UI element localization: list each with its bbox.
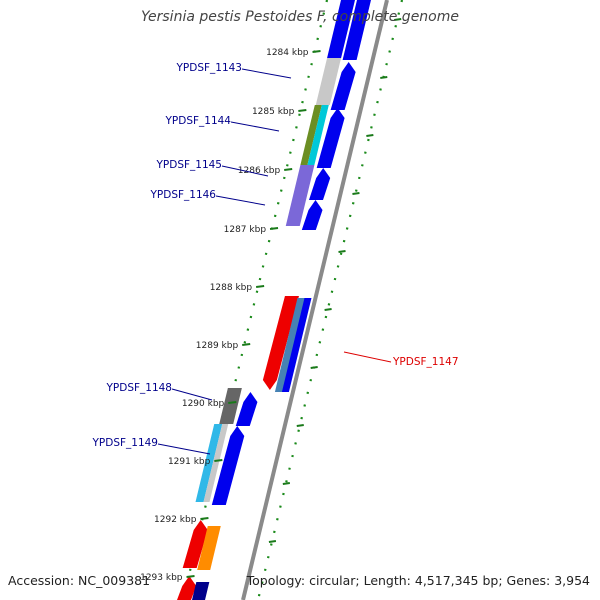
gene-leader-line: [215, 195, 266, 206]
kbp-tick-label: 1288 kbp: [210, 283, 253, 293]
kbp-tick-mark: [186, 575, 195, 578]
outer-tick-mark: [394, 18, 402, 21]
kbp-tick-label: 1290 kbp: [182, 399, 225, 409]
gene-arrow-blue: [211, 426, 245, 505]
gene-label[interactable]: YPDSF_1144: [164, 115, 231, 127]
gene-arrow-blue: [309, 168, 331, 200]
kbp-tick-mark: [200, 517, 209, 520]
outer-tick-mark: [282, 482, 290, 485]
gene-leader-line: [230, 121, 280, 132]
genome-title: Yersinia pestis Pestoides F, complete ge…: [141, 9, 459, 25]
gene-label[interactable]: YPDSF_1143: [175, 62, 242, 74]
kbp-tick-mark: [269, 227, 279, 230]
gene-block-orange: [197, 526, 221, 570]
kbp-tick-label: 1289 kbp: [196, 341, 239, 351]
gene-block-steel: [274, 298, 306, 392]
gene-leader-line: [241, 68, 292, 79]
gene-block-gray: [203, 424, 229, 502]
gene-arrow-blue: [235, 392, 258, 426]
gene-arrow-red: [182, 520, 208, 568]
kbp-tick-mark: [255, 285, 265, 288]
outer-tick-mark: [296, 424, 304, 427]
gene-arrow-red: [177, 576, 197, 600]
gene-block-darkgray: [219, 388, 242, 424]
kbp-tick-mark: [214, 459, 223, 462]
gene-label[interactable]: YPDSF_1146: [149, 189, 216, 201]
kbp-tick-label: 1291 kbp: [168, 457, 211, 467]
gene-label[interactable]: YPDSF_1145: [155, 159, 222, 171]
accession-label: Accession: NC_009381: [8, 573, 151, 588]
kbp-tick-mark: [284, 168, 293, 171]
gene-block-blue: [342, 0, 371, 60]
kbp-tick-mark: [228, 401, 237, 404]
outer-tick-mark: [338, 250, 346, 253]
outer-tick-mark: [352, 192, 360, 195]
outer-tick-mark: [366, 134, 374, 137]
gene-label[interactable]: YPDSF_1147: [392, 356, 459, 368]
gene-block-navy: [192, 582, 210, 600]
gene-leader-line: [171, 388, 213, 401]
kbp-tick-label: 1286 kbp: [238, 166, 281, 176]
gene-block-gray: [315, 58, 342, 105]
outer-tick-mark: [380, 76, 388, 79]
gene-arrow-blue: [301, 200, 323, 230]
gene-block-blue: [281, 298, 312, 392]
outer-tick-mark: [268, 540, 277, 543]
kbp-tick-label: 1285 kbp: [252, 107, 295, 117]
kbp-tick-label: 1292 kbp: [154, 515, 197, 525]
gene-block-olive: [300, 105, 322, 165]
gene-leader-line: [221, 165, 269, 177]
gene-block-sky: [195, 424, 223, 502]
kbp-tick-label: 1287 kbp: [224, 225, 267, 235]
kbp-tick-mark: [312, 50, 321, 53]
gene-label[interactable]: YPDSF_1148: [105, 382, 172, 394]
kbp-tick-mark: [298, 109, 307, 112]
gene-arrow-blue: [316, 108, 345, 168]
gene-leader-line: [343, 351, 392, 363]
gene-block-slate: [285, 165, 315, 226]
kbp-tick-label: 1293 kbp: [140, 573, 183, 583]
gene-arrow-red: [262, 296, 299, 390]
outer-tick-mark: [324, 308, 332, 311]
gene-arrow-blue: [330, 62, 356, 110]
genome-backbone-line: [241, 0, 389, 600]
kbp-tick-label: 1284 kbp: [266, 48, 309, 58]
kbp-tick-mark: [242, 343, 251, 346]
gene-label[interactable]: YPDSF_1149: [91, 437, 158, 449]
outer-tick-mark: [310, 366, 318, 369]
gene-leader-line: [157, 443, 211, 455]
gene-block-blue: [327, 0, 355, 58]
gene-block-cyan: [307, 105, 329, 165]
topology-label: Topology: circular; Length: 4,517,345 bp…: [246, 573, 590, 588]
